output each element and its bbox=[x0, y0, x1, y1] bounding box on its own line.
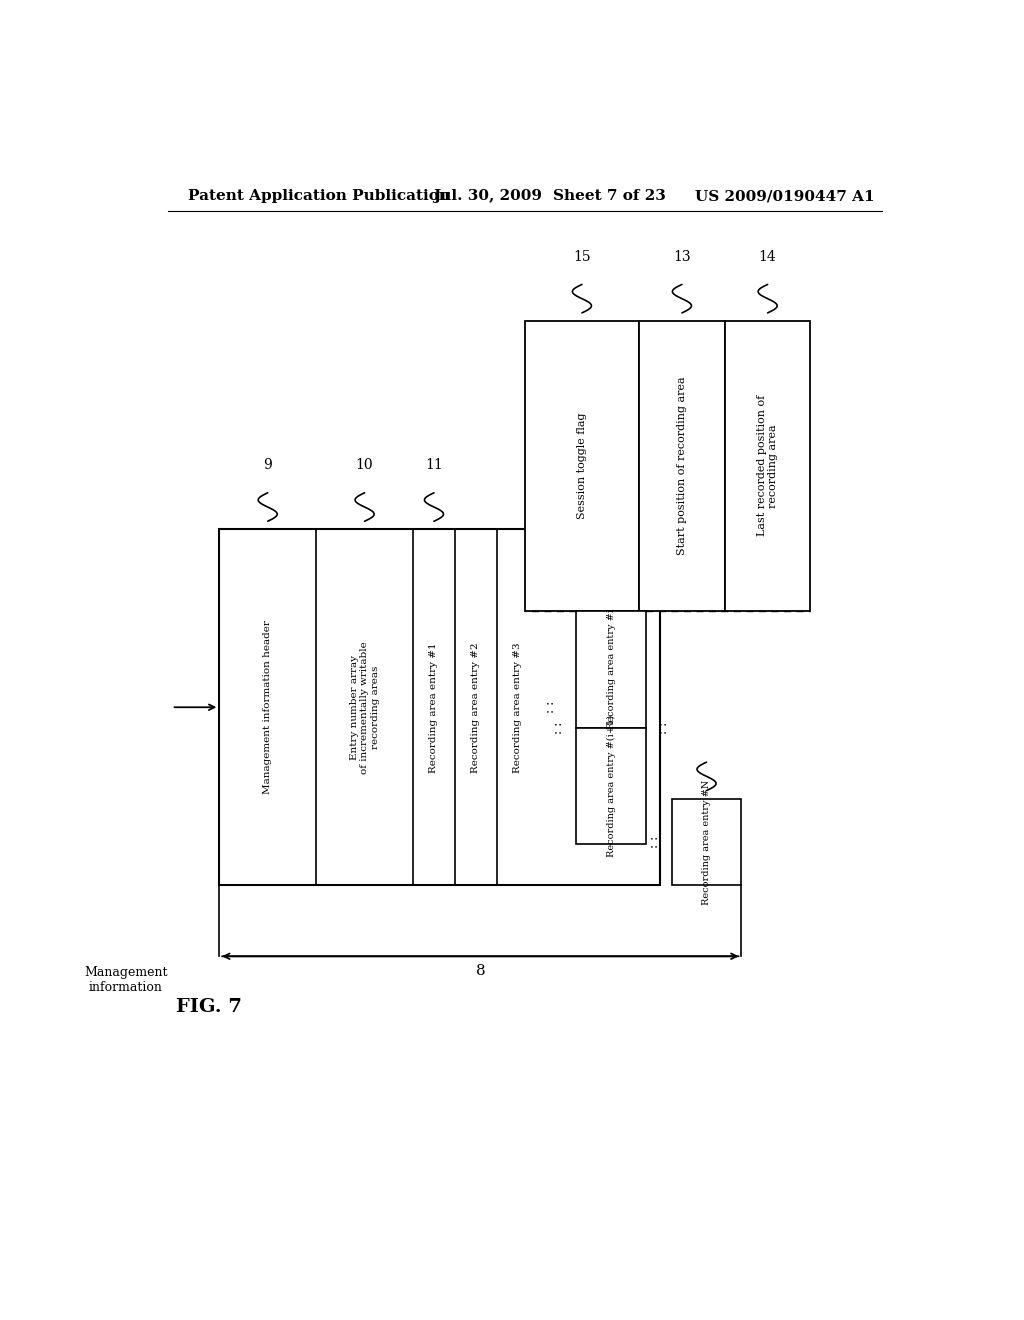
Text: : :: : : bbox=[552, 722, 565, 734]
Text: Start position of recording area: Start position of recording area bbox=[677, 376, 687, 556]
Text: FIG. 7: FIG. 7 bbox=[176, 998, 242, 1016]
Text: Recording area entry #N: Recording area entry #N bbox=[702, 779, 711, 904]
Text: Recording area entry #i: Recording area entry #i bbox=[607, 610, 615, 729]
Text: Recording area entry #(i+1): Recording area entry #(i+1) bbox=[607, 715, 615, 857]
Text: : :: : : bbox=[647, 836, 660, 847]
Text: Recording area entry #3: Recording area entry #3 bbox=[513, 642, 522, 772]
Text: Session toggle flag: Session toggle flag bbox=[577, 413, 587, 519]
Text: : :: : : bbox=[544, 701, 557, 713]
Text: Recording area entry #2: Recording area entry #2 bbox=[471, 642, 480, 772]
Text: Management
information: Management information bbox=[84, 966, 168, 994]
Bar bbox=[219, 529, 659, 886]
Text: 13: 13 bbox=[673, 249, 691, 264]
Text: Last recorded position of
recording area: Last recorded position of recording area bbox=[757, 395, 778, 536]
Text: Management information header: Management information header bbox=[263, 620, 272, 795]
Text: Sheet 7 of 23: Sheet 7 of 23 bbox=[553, 189, 666, 203]
Text: 10: 10 bbox=[355, 458, 374, 473]
Bar bbox=[577, 727, 646, 845]
Text: 8: 8 bbox=[475, 965, 485, 978]
Text: 14: 14 bbox=[759, 249, 776, 264]
Text: Jul. 30, 2009: Jul. 30, 2009 bbox=[433, 189, 543, 203]
Bar bbox=[639, 321, 725, 611]
Text: 15: 15 bbox=[573, 249, 591, 264]
Bar bbox=[672, 799, 741, 886]
Bar bbox=[524, 321, 639, 611]
Bar bbox=[725, 321, 811, 611]
Text: 11: 11 bbox=[425, 458, 442, 473]
Text: Patent Application Publication: Patent Application Publication bbox=[187, 189, 450, 203]
Text: 9: 9 bbox=[263, 458, 272, 473]
Text: US 2009/0190447 A1: US 2009/0190447 A1 bbox=[695, 189, 876, 203]
Text: : :: : : bbox=[657, 722, 670, 734]
Text: Recording area entry #1: Recording area entry #1 bbox=[429, 642, 438, 772]
Text: Entry number array
of incrementally writable
recording areas: Entry number array of incrementally writ… bbox=[350, 642, 380, 774]
Bar bbox=[577, 611, 646, 727]
